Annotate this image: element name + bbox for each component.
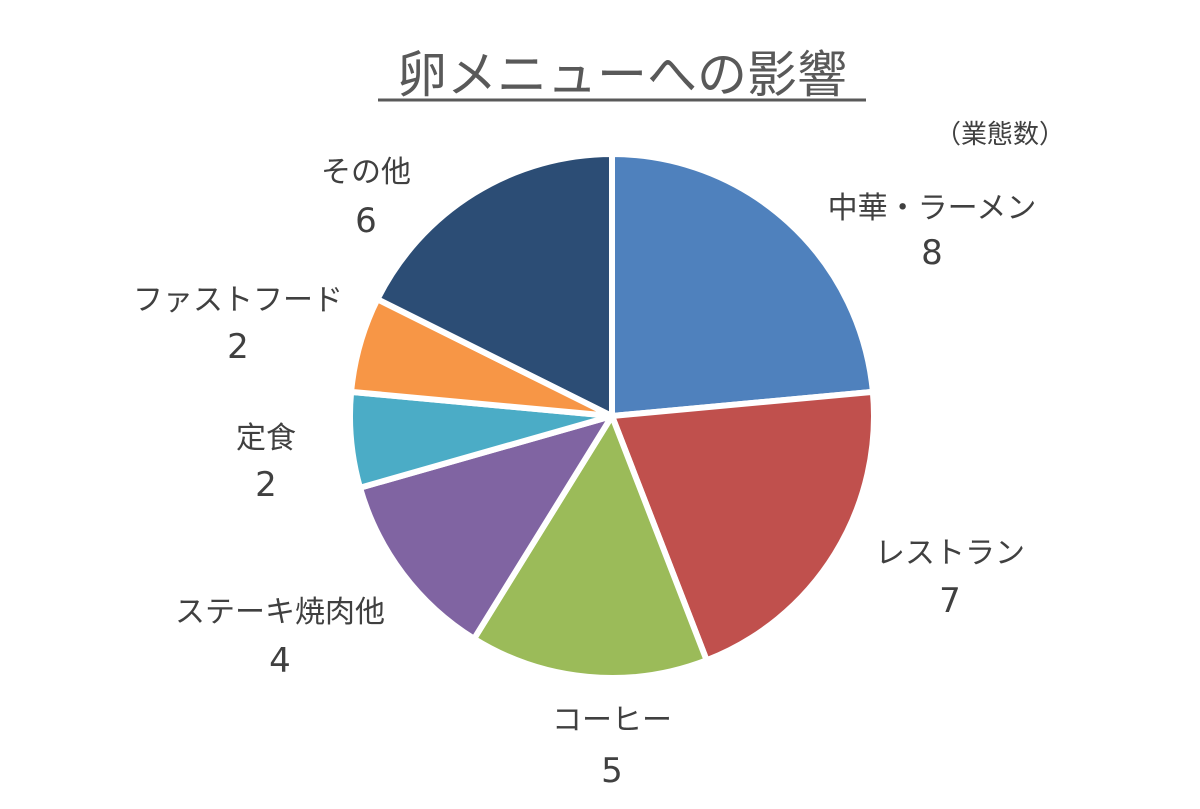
slice-labels: 中華・ラーメン 8 レストラン 7 コーヒー 5 ステーキ焼肉他 4 定食 2 ファストフード 2 その… [133, 155, 1036, 791]
slice-value-label: 2 [255, 465, 277, 505]
slice-value-label: 4 [269, 641, 291, 681]
pie-slice-2 [609, 388, 877, 664]
slice-value-label: 7 [939, 581, 961, 621]
slice-value-label: 2 [227, 327, 249, 367]
slice-value-label: 8 [921, 233, 943, 273]
slice-category-label: コーヒー [552, 703, 672, 738]
slice-category-label: 定食 [236, 421, 296, 456]
pie-slices [347, 151, 877, 681]
slice-category-label: 中華・ラーメン [828, 191, 1037, 226]
slice-category-label: レストラン [875, 536, 1025, 571]
slice-category-label: ファストフード [133, 283, 343, 318]
chart-title: 卵メニューへの影響 [397, 46, 847, 104]
pie-slice-7 [374, 151, 615, 419]
slice-category-label: その他 [321, 155, 411, 190]
slice-value-label: 5 [601, 751, 623, 791]
pie-slice-1 [609, 151, 876, 419]
slice-value-label: 6 [355, 201, 377, 241]
slice-category-label: ステーキ焼肉他 [175, 595, 385, 630]
unit-label: （業態数） [935, 120, 1065, 150]
pie-slice-3 [471, 413, 710, 681]
